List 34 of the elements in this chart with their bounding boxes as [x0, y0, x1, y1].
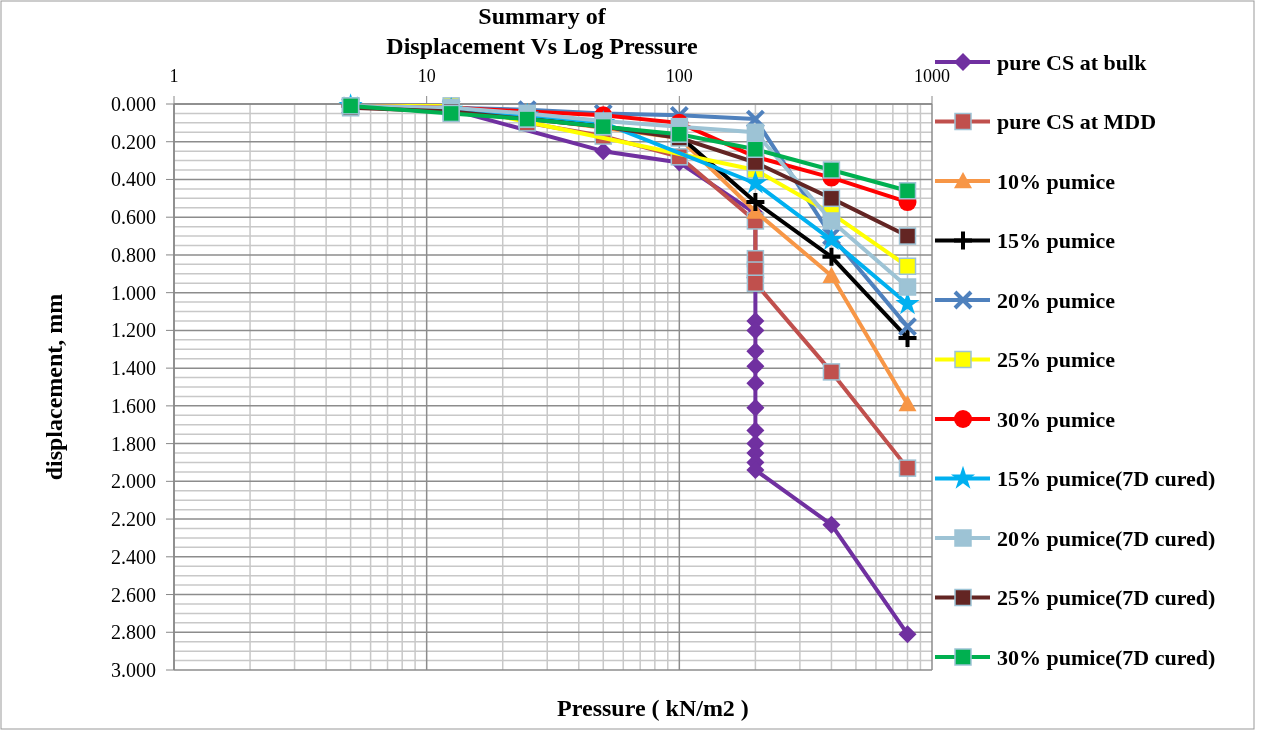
y-tick-label: 0.200: [111, 130, 156, 153]
legend-label: 30% pumice(7D cured): [997, 644, 1216, 670]
legend-label: 20% pumice: [997, 287, 1116, 313]
y-tick-label: 2.800: [111, 621, 156, 644]
x-tick-label: 100: [665, 66, 693, 86]
legend-label: 25% pumice: [997, 347, 1116, 373]
y-tick-label: 2.400: [111, 545, 156, 568]
y-tick-label: 1.200: [111, 319, 156, 342]
y-tick-label: 2.000: [111, 470, 156, 493]
y-tick-label: 1.800: [111, 432, 156, 455]
x-tick-label: 10: [417, 66, 436, 86]
legend-label: pure CS at MDD: [997, 109, 1157, 135]
x-tick-label: 1000: [914, 66, 950, 86]
y-axis-title: displacement, mm: [41, 293, 67, 481]
legend-label: 15% pumice: [997, 228, 1116, 254]
y-tick-label: 3.000: [111, 659, 156, 681]
x-axis-title: Pressure ( kN/m2 ): [557, 695, 749, 721]
y-tick-label: 0.000: [111, 93, 156, 115]
y-tick-label: 0.600: [111, 206, 156, 229]
y-tick-label: 0.800: [111, 243, 156, 266]
legend-label: 15% pumice(7D cured): [997, 466, 1216, 492]
legend-label: 25% pumice(7D cured): [997, 585, 1216, 611]
legend-label: 30% pumice: [997, 406, 1116, 432]
x-tick-label: 1: [169, 66, 179, 86]
legend-label: 20% pumice(7D cured): [997, 525, 1216, 551]
legend-label: 10% pumice: [997, 168, 1116, 194]
legend-label: pure CS at bulk: [997, 49, 1148, 75]
y-tick-label: 1.600: [111, 394, 156, 417]
chart-title: Summary of Displacement Vs Log Pressure: [386, 3, 698, 59]
y-tick-label: 2.600: [111, 583, 156, 606]
y-tick-label: 1.400: [111, 357, 156, 380]
y-tick-label: 2.200: [111, 508, 156, 531]
y-tick-label: 0.400: [111, 168, 156, 191]
y-tick-label: 1.000: [111, 281, 156, 304]
